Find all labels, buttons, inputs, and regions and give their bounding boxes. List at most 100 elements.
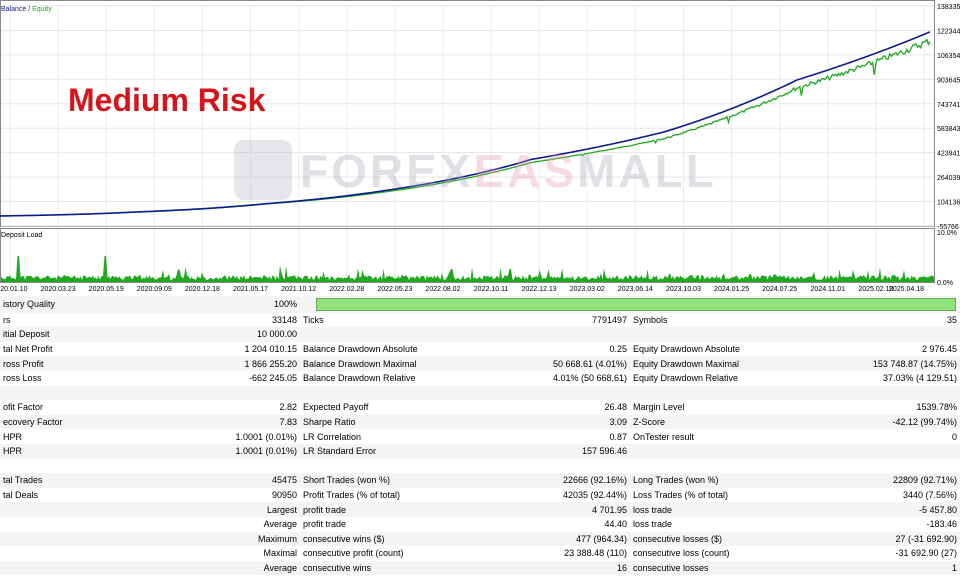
report-label: Sharpe Ratio xyxy=(300,414,460,430)
report-label: OnTester result xyxy=(630,429,780,444)
x-tick-label: 2020.01.10 xyxy=(0,286,28,293)
report-value xyxy=(780,385,960,401)
report-label: tal Deals xyxy=(0,487,160,503)
report-label xyxy=(0,385,160,401)
report-value xyxy=(460,385,630,401)
report-label: HPR xyxy=(0,429,160,444)
report-value: 10 000.00 xyxy=(160,327,300,342)
watermark-text-part1: FOREX xyxy=(300,145,474,197)
report-value: 4.01% (50 668.61) xyxy=(460,370,630,386)
x-axis-labels: 2020.01.10 2020.03.23 2020.05.19 2020.09.09… xyxy=(0,286,924,293)
report-row: ross Loss -662 245.05 Balance Drawdown Rel… xyxy=(0,370,960,386)
report-label: loss trade xyxy=(630,502,780,517)
report-label: Equity Drawdown Maximal xyxy=(630,356,780,371)
x-tick-label: 2024.11.01 xyxy=(811,286,846,293)
report-value xyxy=(780,458,960,474)
report-value: 23 388.48 (110) xyxy=(460,546,630,561)
report-value: Average xyxy=(160,516,300,532)
report-value: 0 xyxy=(780,429,960,444)
report-label: Long Trades (won %) xyxy=(630,473,780,488)
report-label xyxy=(300,458,460,474)
report-value: Maximal xyxy=(160,546,300,561)
y-tick-label: 1383350 xyxy=(937,4,960,11)
y-tick-label: 104136 xyxy=(937,200,960,207)
report-value: 26.48 xyxy=(460,400,630,415)
report-value xyxy=(460,458,630,474)
x-tick-label: 2020.09.09 xyxy=(137,286,172,293)
report-label: Loss Trades (% of total) xyxy=(630,487,780,503)
report-row: tal Net Profit 1 204 010.15 Balance Drawdo… xyxy=(0,341,960,357)
report-label: rs xyxy=(0,312,160,328)
report-value: 27 (-31 692.90) xyxy=(780,531,960,547)
report-row: ecovery Factor 7.83 Sharpe Ratio 3.09 Z-Scor… xyxy=(0,414,960,430)
report-label: profit trade xyxy=(300,516,460,532)
report-label: ross Loss xyxy=(0,370,160,386)
report-value: 33148 xyxy=(160,312,300,328)
report-value: 0.87 xyxy=(460,429,630,444)
report-label: profit trade xyxy=(300,502,460,517)
report-value: 42035 (92.44%) xyxy=(460,487,630,503)
report-value: -183.46 xyxy=(780,516,960,532)
report-label: consecutive wins xyxy=(300,560,460,576)
report-label: Ticks xyxy=(300,312,460,328)
deposit-load-grid xyxy=(9,229,925,282)
report-label: Equity Drawdown Relative xyxy=(630,370,780,386)
deposit-load-tick-bottom: 0.0% xyxy=(937,280,953,287)
watermark-logo: FOREXEASMALL xyxy=(234,138,734,202)
report-label xyxy=(630,385,780,401)
report-value: 22666 (92.16%) xyxy=(460,473,630,488)
history-quality-value: 100% xyxy=(160,296,300,313)
deposit-load-tick-top: 10.0% xyxy=(937,230,957,237)
report-value: -31 692.90 (27) xyxy=(780,546,960,561)
report-value: -662 245.05 xyxy=(160,370,300,386)
legend: Balance / Equity xyxy=(1,6,52,13)
report-row: Average profit trade 44.40 loss trade -183.4… xyxy=(0,516,960,532)
report-value: 157 596.46 xyxy=(460,443,630,459)
report-value xyxy=(160,385,300,401)
deposit-load-frame xyxy=(0,228,935,283)
report-value: Maximum xyxy=(160,531,300,547)
report-value: 3.09 xyxy=(460,414,630,430)
report-label: ross Profit xyxy=(0,356,160,371)
x-tick-label: 2023.10.03 xyxy=(666,286,701,293)
report-value: 1 xyxy=(780,560,960,576)
report-label xyxy=(300,385,460,401)
report-value: 37.03% (4 129.51) xyxy=(780,370,960,386)
report-label xyxy=(300,327,460,342)
report-value: 1 866 255.20 xyxy=(160,356,300,371)
report-label: Balance Drawdown Absolute xyxy=(300,341,460,357)
report-value xyxy=(780,327,960,342)
report-value: 4 701.95 xyxy=(460,502,630,517)
y-tick-label: 903645 xyxy=(937,77,960,84)
report-label: LR Standard Error xyxy=(300,443,460,459)
y-tick-label: 264039 xyxy=(937,175,960,182)
y-tick-label: 423941 xyxy=(937,151,960,158)
report-value: -5 457.80 xyxy=(780,502,960,517)
report-value xyxy=(160,458,300,474)
report-label: consecutive losses xyxy=(630,560,780,576)
report-label: Balance Drawdown Relative xyxy=(300,370,460,386)
report-label xyxy=(0,546,160,561)
report-label: Symbols xyxy=(630,312,780,328)
y-tick-label: 743741 xyxy=(937,102,960,109)
x-tick-label: 2020.12.18 xyxy=(185,286,220,293)
report-label: Margin Level xyxy=(630,400,780,415)
report-value: 7791497 xyxy=(460,312,630,328)
report-label: consecutive losses ($) xyxy=(630,531,780,547)
report-label xyxy=(0,458,160,474)
report-table: istory Quality 100% rs 33148 Ticks 7791497 S… xyxy=(0,296,960,576)
deposit-load-bars xyxy=(1,256,934,282)
report-row: ross Profit 1 866 255.20 Balance Drawdown … xyxy=(0,356,960,371)
report-value xyxy=(780,443,960,459)
x-tick-label: 2022.10.11 xyxy=(474,286,509,293)
watermark-logo-icon xyxy=(234,140,292,200)
report-row xyxy=(0,385,960,401)
report-row: itial Deposit 10 000.00 xyxy=(0,327,960,342)
report-label xyxy=(0,560,160,576)
x-tick-label: 2022.12.13 xyxy=(522,286,557,293)
report-value: Largest xyxy=(160,502,300,517)
report-value: 35 xyxy=(780,312,960,328)
history-quality-label: istory Quality xyxy=(0,296,160,313)
report-value: 90950 xyxy=(160,487,300,503)
deposit-load-label: Deposit Load xyxy=(1,232,42,239)
